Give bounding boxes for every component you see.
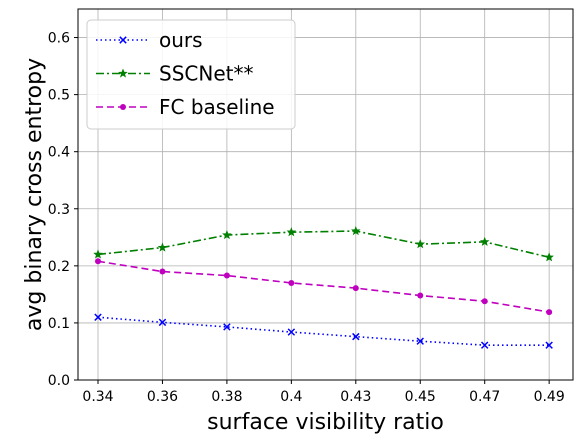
legend-label: SSCNet** xyxy=(159,62,253,86)
x-tick-label: 0.45 xyxy=(405,389,436,405)
data-point-marker xyxy=(93,249,103,259)
x-tick-label: 0.36 xyxy=(147,389,178,405)
y-tick-label: 0.5 xyxy=(48,88,70,104)
data-point-marker xyxy=(94,313,102,321)
legend-label: ours xyxy=(159,28,203,52)
data-point-marker xyxy=(119,36,127,44)
series-line xyxy=(97,230,550,259)
y-tick-label: 0.3 xyxy=(48,202,70,218)
data-point-marker xyxy=(545,341,553,349)
data-point-marker xyxy=(417,292,424,299)
ticks: 0.34 0.36 0.38 0.4 0.43 0.45 0.47 0.49 0.0 0.1 0.2… xyxy=(48,31,565,405)
data-point-marker xyxy=(352,285,359,292)
data-point-marker xyxy=(546,309,553,316)
data-point-marker xyxy=(118,68,128,78)
y-tick-label: 0.1 xyxy=(48,316,70,332)
series-line xyxy=(97,316,550,346)
data-point-marker xyxy=(287,328,296,336)
data-point-marker xyxy=(352,332,360,341)
y-axis-label: avg binary cross entropy xyxy=(22,58,47,331)
x-tick-label: 0.38 xyxy=(211,389,242,405)
x-tick-label: 0.47 xyxy=(469,389,500,405)
x-tick-label: 0.34 xyxy=(82,389,113,405)
data-point-marker xyxy=(481,298,488,305)
y-tick-label: 0.2 xyxy=(48,259,70,275)
legend-label: FC baseline xyxy=(159,95,275,119)
data-point-marker xyxy=(222,229,232,240)
x-axis-label: surface visibility ratio xyxy=(207,410,444,435)
data-point-marker xyxy=(159,268,166,275)
legend: ours SSCNet** FC baseline xyxy=(86,19,296,130)
data-point-marker xyxy=(286,227,297,237)
data-point-marker xyxy=(544,252,554,262)
data-point-marker xyxy=(288,279,295,286)
series-0 xyxy=(94,313,553,349)
data-point-marker xyxy=(480,341,489,349)
data-point-marker xyxy=(120,104,126,110)
legend-entry-1: SSCNet** xyxy=(96,62,253,86)
series-2 xyxy=(95,258,553,316)
x-tick-label: 0.43 xyxy=(340,389,371,405)
legend-entry-2: FC baseline xyxy=(96,95,275,119)
data-point-marker xyxy=(95,258,101,265)
data-point-marker xyxy=(157,242,168,252)
series-line xyxy=(97,260,550,313)
x-tick-label: 0.4 xyxy=(280,389,302,405)
y-tick-label: 0.0 xyxy=(48,373,70,389)
series-layer xyxy=(93,225,554,349)
y-tick-label: 0.6 xyxy=(48,31,70,47)
legend-box xyxy=(86,19,296,130)
data-point-marker xyxy=(158,318,167,327)
legend-entry-0: ours xyxy=(96,28,203,52)
data-point-marker xyxy=(416,337,424,345)
data-point-marker xyxy=(223,323,231,331)
data-point-marker xyxy=(415,239,426,249)
data-point-marker xyxy=(479,236,490,246)
series-1 xyxy=(93,225,554,262)
grid xyxy=(78,9,573,381)
data-point-marker xyxy=(351,225,361,236)
y-tick-label: 0.4 xyxy=(48,145,70,161)
plot-frame xyxy=(77,8,574,381)
x-tick-label: 0.49 xyxy=(534,389,565,405)
data-point-marker xyxy=(223,272,230,279)
